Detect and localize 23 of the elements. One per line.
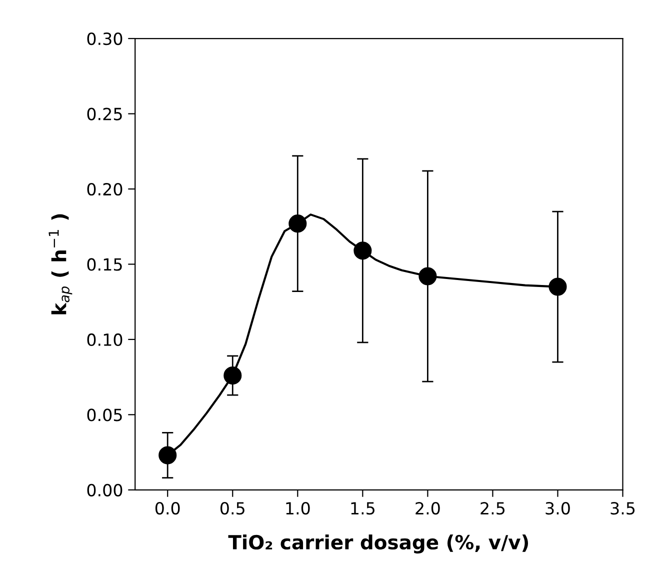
y-tick-label: 0.20 — [87, 182, 122, 196]
point — [158, 446, 177, 464]
x-tick-label: 3.0 — [546, 502, 570, 515]
x-axis-title: TiO₂ carrier dosage (%, v/v) — [228, 534, 528, 554]
x-tick-label: 2.0 — [416, 502, 440, 515]
x-tick-label: 1.5 — [351, 502, 374, 515]
x-tick-label: 0.0 — [155, 502, 180, 515]
y-tick-label: 0.25 — [87, 108, 122, 120]
y-axis-title: k$_{ap}$ ( h$^{−1}$ ) — [48, 214, 72, 314]
y-tick-label: 0.05 — [87, 408, 122, 422]
y-tick-label: 0.15 — [87, 258, 122, 271]
point — [354, 242, 372, 260]
y-tick-label: 0.00 — [87, 484, 122, 496]
point — [418, 267, 437, 286]
x-tick-label: 2.5 — [480, 502, 505, 515]
x-tick-label: 0.5 — [220, 502, 244, 515]
x-tick-label: 1.0 — [286, 502, 310, 515]
point — [224, 366, 242, 385]
y-tick-label: 0.10 — [87, 333, 122, 346]
point — [548, 278, 567, 296]
point — [288, 214, 307, 233]
x-tick-label: 3.5 — [610, 502, 635, 515]
y-tick-label: 0.30 — [87, 32, 122, 46]
